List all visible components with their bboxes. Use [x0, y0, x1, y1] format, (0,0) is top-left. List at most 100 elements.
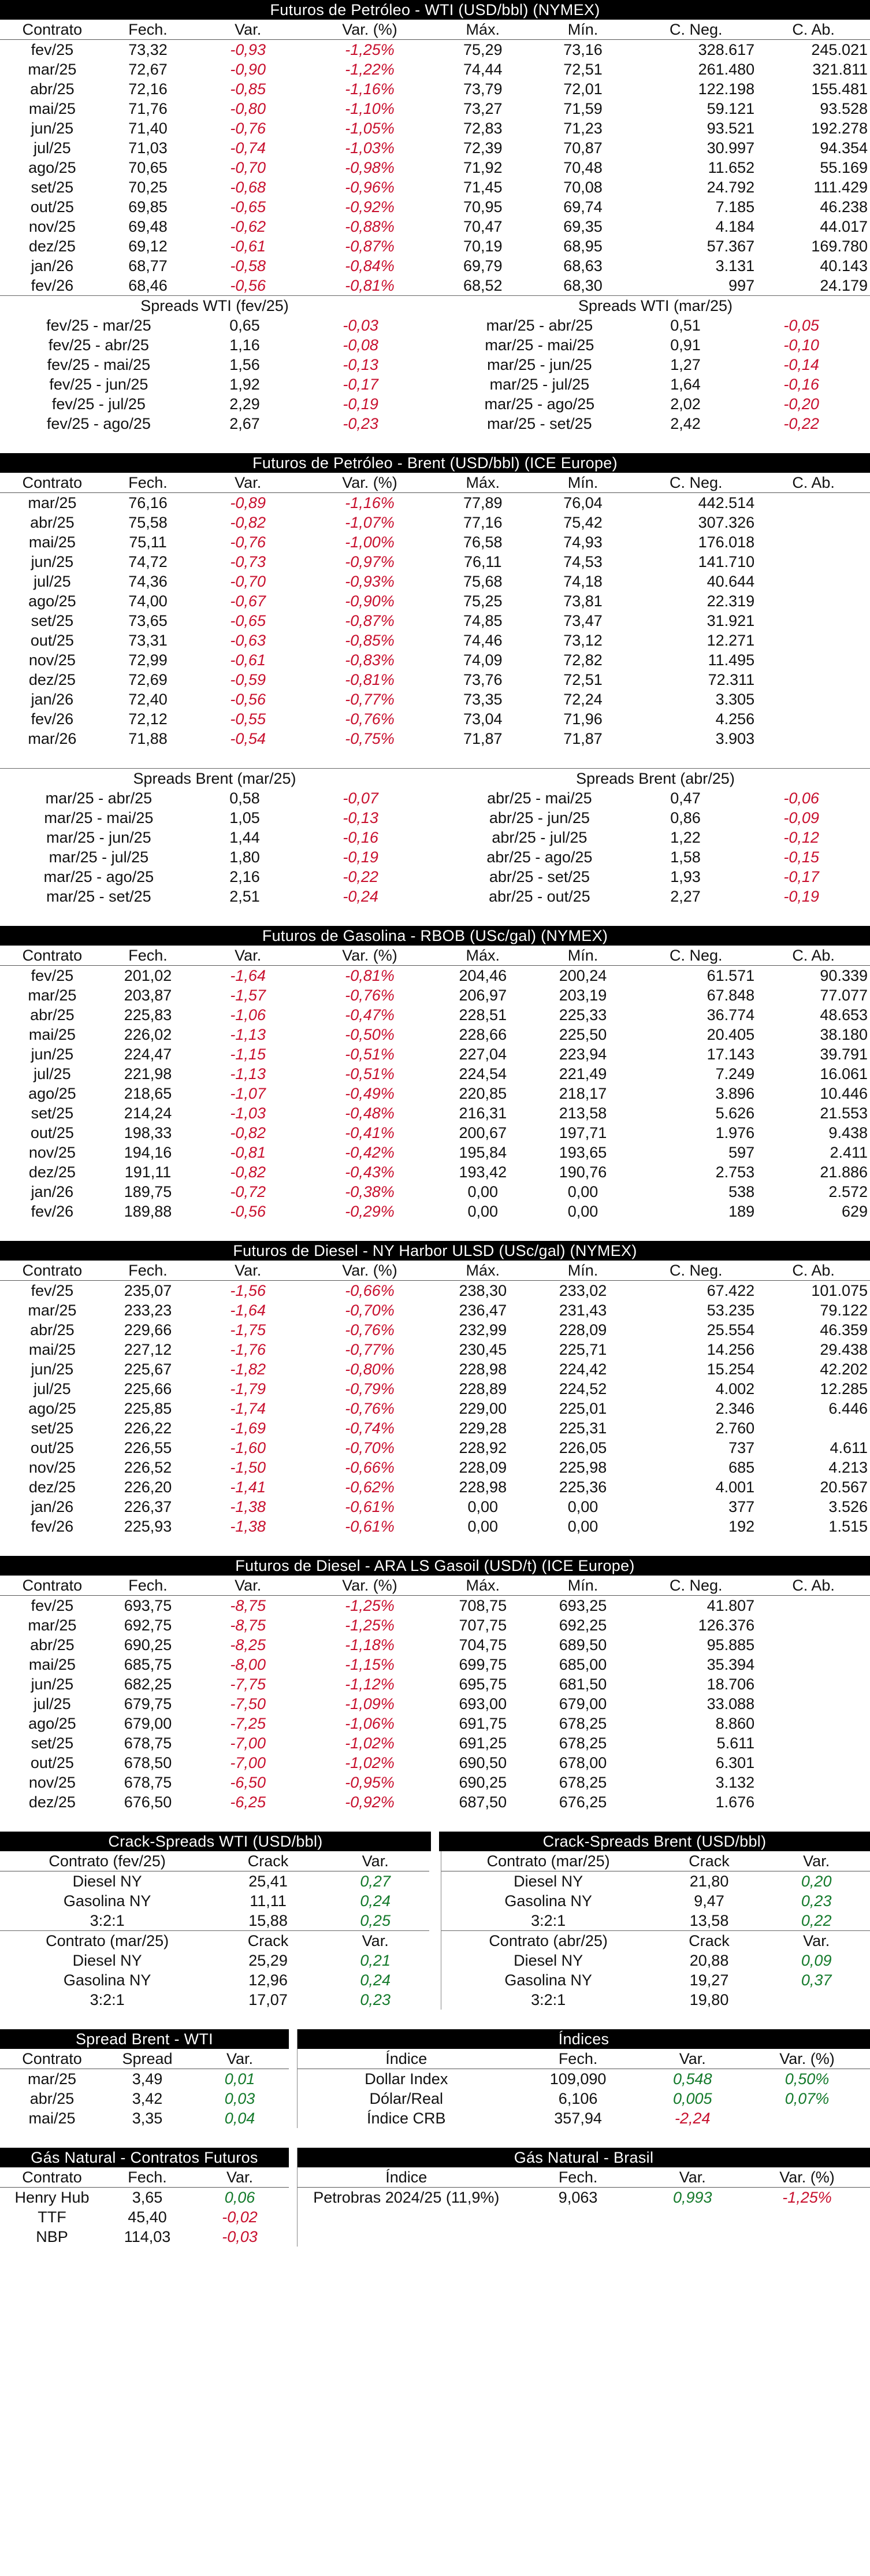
table-cell: 189,75 — [124, 1183, 172, 1200]
table-cell: 76,16 — [128, 494, 168, 512]
table-cell: Dollar Index — [365, 2070, 448, 2088]
table-cell: jul/25 — [34, 1065, 71, 1083]
table-row: dez/25 676,50 -6,25 -0,92% 687,50 676,25 1.676 — [0, 1792, 870, 1812]
table-cell: 70,25 — [128, 179, 168, 196]
col-header: Contrato (fev/25) — [0, 1851, 215, 1871]
table-cell: 71,88 — [128, 730, 168, 747]
table-cell: 229,00 — [459, 1400, 507, 1417]
table-cell: 72,83 — [463, 120, 503, 137]
table-cell: -1,05% — [345, 120, 395, 137]
table-cell: abr/25 - jul/25 — [492, 829, 588, 846]
col-header: Crack — [689, 1932, 730, 1949]
table-cell: 707,75 — [459, 1617, 507, 1634]
crack-section: Crack-Spreads WTI (USD/bbl) Crack-Spread… — [0, 1832, 870, 2010]
table-cell: 0,00 — [467, 1498, 499, 1515]
table-cell: mai/25 — [28, 1341, 76, 1358]
col-header: Índice — [298, 2167, 515, 2188]
table-cell: 3,49 — [132, 2070, 163, 2088]
table-cell: 225,01 — [559, 1400, 607, 1417]
table-cell: mar/25 — [28, 494, 77, 512]
table-cell: 236,47 — [459, 1302, 507, 1319]
table-cell: 74,00 — [128, 592, 168, 610]
wti-spread-left-title: Spreads WTI (fev/25) — [140, 297, 289, 314]
table-cell: mar/25 — [28, 1617, 77, 1634]
table-cell: 3,65 — [132, 2189, 163, 2206]
table-cell: Gasolina NY — [63, 1892, 151, 1910]
table-cell: 685 — [728, 1459, 755, 1476]
table-cell: -0,95% — [345, 1774, 395, 1791]
table-cell: 233,02 — [559, 1282, 607, 1299]
table-cell: -0,50% — [345, 1026, 395, 1043]
table-cell — [757, 1635, 870, 1655]
table-cell: 737 — [728, 1439, 755, 1456]
table-cell: -0,73 — [230, 553, 266, 570]
table-cell: -0,02 — [222, 2208, 258, 2226]
table-cell: 233,23 — [124, 1302, 172, 1319]
table-cell: 203,87 — [124, 987, 172, 1004]
table-row: TTF 45,40 -0,02 — [0, 2207, 289, 2227]
table-row: jun/25 224,47 -1,15 -0,51% 227,04 223,94 17.14… — [0, 1044, 870, 1064]
table-row: mar/25 233,23 -1,64 -0,70% 236,47 231,43 53.23… — [0, 1300, 870, 1320]
table-cell: 77.077 — [820, 987, 868, 1004]
table-cell: -0,03 — [343, 317, 378, 334]
col-header: Crack — [214, 1851, 322, 1871]
col-header: Contrato — [0, 2167, 104, 2188]
table-row: jun/25 71,40 -0,76 -1,05% 72,83 71,23 93.521 19… — [0, 118, 870, 138]
table-row: dez/25 191,11 -0,82 -0,43% 193,42 190,76 2.753… — [0, 1162, 870, 1182]
table-cell: 0,00 — [467, 1183, 499, 1200]
table-cell: 224,52 — [559, 1380, 607, 1398]
table-cell: 35.394 — [707, 1656, 755, 1673]
table-row: 3:2:1 15,88 0,25 — [0, 1911, 429, 1931]
table-row: nov/25 226,52 -1,50 -0,66% 228,09 225,98 685 4.… — [0, 1458, 870, 1477]
table-cell: 69,79 — [463, 257, 503, 275]
table-cell: 79.122 — [820, 1302, 868, 1319]
col-header: C. Neg. — [635, 473, 757, 493]
table-cell: 73,79 — [463, 80, 503, 98]
table-cell: -1,00% — [345, 533, 395, 551]
table-cell — [757, 1694, 870, 1714]
table-cell: -1,69 — [230, 1419, 266, 1437]
table-cell: out/25 — [30, 1439, 74, 1456]
table-cell: abr/25 - out/25 — [489, 888, 590, 905]
table-cell: -0,76% — [345, 1400, 395, 1417]
col-header: C. Neg. — [635, 1261, 757, 1281]
table-cell: -0,85% — [345, 632, 395, 649]
table-cell: -1,10% — [345, 100, 395, 117]
table-row: set/25 70,25 -0,68 -0,96% 71,45 70,08 24.792 11… — [0, 177, 870, 197]
table-cell: 70,47 — [463, 218, 503, 235]
table-cell: 72,40 — [128, 691, 168, 708]
table-cell: -0,41% — [345, 1124, 395, 1141]
table-cell: abr/25 — [30, 1321, 75, 1339]
table-cell: 225,67 — [124, 1361, 172, 1378]
table-cell: -0,20 — [783, 395, 819, 413]
crack-wti-table: Contrato (fev/25) Crack Var. Diesel NY 25… — [0, 1851, 429, 2010]
table-cell: 204,46 — [459, 967, 507, 984]
table-row: abr/25 - ago/25 1,58 -0,15 — [441, 847, 870, 867]
table-cell: -0,93% — [345, 573, 395, 590]
table-cell: -0,70 — [230, 573, 266, 590]
table-cell: 189 — [728, 1203, 755, 1220]
table-cell: 0,03 — [224, 2090, 255, 2107]
gas-fut-table: Contrato Fech. Var. Henry Hub 3,65 0,06 TTF 45… — [0, 2167, 289, 2247]
table-cell: jun/25 — [31, 1676, 74, 1693]
table-cell: 74,46 — [463, 632, 503, 649]
gas-br-block: Gás Natural - Brasil Índice Fech. Var. Var.… — [297, 2148, 870, 2247]
table-cell: Henry Hub — [14, 2189, 90, 2206]
table-cell: 693,00 — [459, 1695, 507, 1713]
table-cell: 0,37 — [801, 1971, 832, 1989]
table-cell: 0,005 — [672, 2090, 712, 2107]
table-cell: 0,00 — [567, 1518, 598, 1535]
gas-section: Gás Natural - Contratos Futuros Contrato… — [0, 2148, 870, 2247]
table-cell: -0,56 — [230, 691, 266, 708]
table-cell: -1,38 — [230, 1498, 266, 1515]
table-cell: 68,63 — [563, 257, 603, 275]
table-cell: 0,24 — [360, 1892, 391, 1910]
table-row: mar/25 - set/25 2,42 -0,22 — [441, 414, 870, 433]
table-cell: mai/25 — [28, 1026, 76, 1043]
table-cell: 1,05 — [229, 809, 260, 826]
table-cell: -0,68 — [230, 179, 266, 196]
table-cell: 3:2:1 — [531, 1912, 566, 1929]
table-cell: 70,48 — [563, 159, 603, 176]
table-cell: 122.198 — [698, 80, 755, 98]
table-cell: 17.143 — [707, 1046, 755, 1063]
